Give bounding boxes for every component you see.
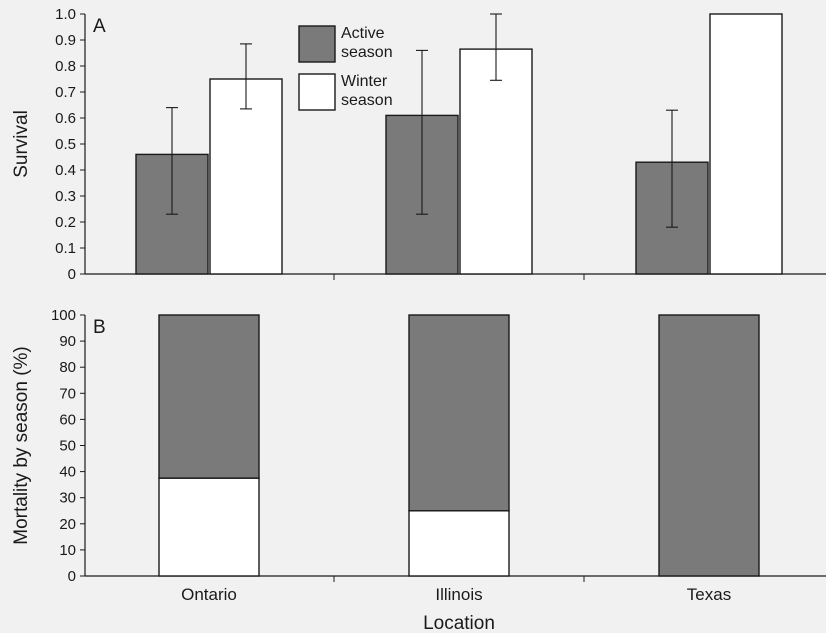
panel-b-x-axis-title: Location: [423, 613, 495, 633]
category-label: Ontario: [181, 585, 237, 604]
panel-a-y-axis-title: Survival: [11, 110, 32, 178]
panel-b-y-tick-label: 40: [59, 464, 76, 481]
category-label: Texas: [687, 585, 731, 604]
panel-b-y-tick-label: 50: [59, 438, 76, 455]
panel-b-y-tick-label: 0: [68, 568, 76, 585]
panel-a-y-tick-label: 0.2: [55, 214, 76, 231]
panel-a-y-tick-label: 0.4: [55, 162, 76, 179]
legend-label: Winter: [341, 73, 388, 90]
panel-b-y-tick-label: 60: [59, 411, 76, 428]
panel-b-y-tick-label: 20: [59, 516, 76, 533]
panel-b-bar-winter: [408, 510, 510, 577]
panel-b-bar-winter: [158, 477, 260, 577]
legend-label: Active: [341, 25, 385, 42]
panel-b-y-tick-label: 70: [59, 385, 76, 402]
panel-b-y-axis-title: Mortality by season (%): [11, 346, 32, 545]
panel-a-bar-winter: [459, 48, 533, 275]
panel-a-y-tick-label: 0: [68, 266, 76, 283]
panel-a-y-tick-label: 0.7: [55, 84, 76, 101]
panel-a-bar-winter: [709, 13, 783, 275]
panel-b-letter: B: [93, 317, 106, 338]
legend-swatch-active: [298, 25, 336, 63]
panel-a-y-tick-label: 0.6: [55, 110, 76, 127]
panel-a-letter: A: [93, 16, 106, 37]
legend-label: season: [341, 92, 393, 109]
panel-b-bar-active: [658, 314, 760, 577]
panel-b-y-tick-label: 90: [59, 333, 76, 350]
panel-b-bar-active: [158, 314, 260, 479]
panel-a-y-tick-label: 0.8: [55, 58, 76, 75]
panel-b-y-tick-label: 80: [59, 359, 76, 376]
panel-a-y-tick-label: 0.1: [55, 240, 76, 257]
panel-a-y-tick-label: 0.9: [55, 32, 76, 49]
legend-swatch-winter: [298, 73, 336, 111]
panel-a-y-tick-label: 1.0: [55, 6, 76, 23]
category-label: Illinois: [435, 585, 482, 604]
panel-b-y-tick-label: 10: [59, 542, 76, 559]
panel-a-y-tick-label: 0.3: [55, 188, 76, 205]
legend-label: season: [341, 44, 393, 61]
panel-b-bar-active: [408, 314, 510, 512]
panel-a-y-tick-label: 0.5: [55, 136, 76, 153]
panel-b-y-tick-label: 100: [51, 307, 76, 324]
panel-b-y-tick-label: 30: [59, 490, 76, 507]
